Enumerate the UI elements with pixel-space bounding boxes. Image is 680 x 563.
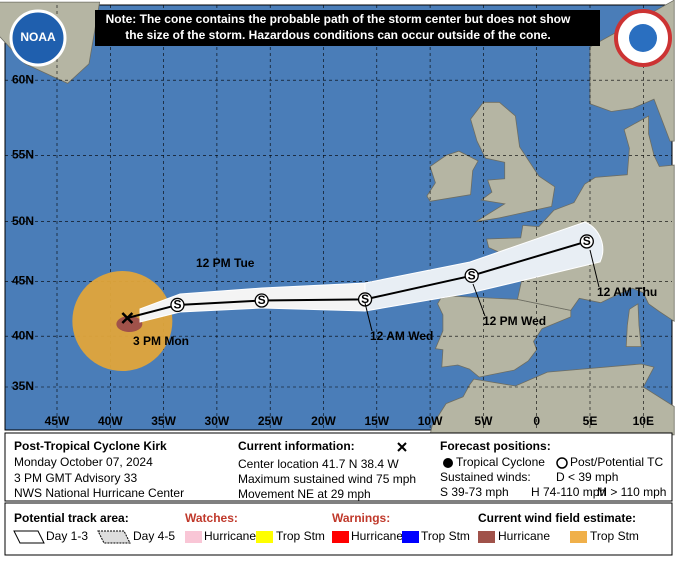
noaa-logo: [9, 9, 67, 67]
lon-label: 30W: [205, 414, 230, 428]
forecast-point: [464, 268, 479, 283]
legend-item: Hurricane: [498, 529, 550, 543]
forecast-point: [170, 297, 185, 313]
cone-day-1-3: [139, 282, 366, 323]
cone-day-4-5: [364, 221, 604, 312]
swatch: [185, 531, 202, 543]
lat-label: 55N: [12, 148, 34, 162]
lon-label: 10W: [418, 414, 443, 428]
lon-label: 25W: [258, 414, 283, 428]
track-label: 12 PM Tue: [196, 256, 255, 270]
current-line: Movement NE at 29 mph: [238, 487, 371, 501]
wind-class: M > 110 mph: [597, 485, 666, 499]
track-title: Potential track area:: [14, 511, 129, 525]
legend-item: Hurricane: [204, 529, 256, 543]
info-date: Monday October 07, 2024: [14, 455, 153, 469]
legend-item: Trop Stm: [276, 529, 325, 543]
nws-logo-inner: [629, 24, 657, 52]
legend-panel: [4, 502, 673, 556]
noaa-text: NOAA: [20, 30, 56, 44]
forecast-item: Tropical Cyclone: [456, 455, 545, 469]
lon-label: 15W: [364, 414, 389, 428]
lon-label: 0: [533, 414, 540, 428]
label-leader: [364, 302, 373, 332]
lon-label: 10E: [633, 414, 654, 428]
wind-class: S 39-73 mph: [440, 485, 509, 499]
info-advisory: 3 PM GMT Advisory 33: [14, 471, 137, 485]
point-symbol: S: [583, 234, 591, 248]
wind-class: D < 39 mph: [556, 470, 618, 484]
lat-label: 60N: [12, 72, 34, 86]
wind-title: Current wind field estimate:: [478, 511, 636, 525]
point-symbol: S: [258, 293, 266, 307]
point-symbol: S: [361, 292, 369, 306]
lon-label: 5E: [583, 414, 598, 428]
current-position: [121, 312, 134, 324]
label-leader: [589, 249, 600, 288]
lat-label: 35N: [12, 379, 34, 393]
landmass: [426, 150, 479, 202]
lon-label: 45W: [45, 414, 70, 428]
storm-name: Post-Tropical Cyclone Kirk: [14, 439, 167, 453]
current-icon: [397, 442, 407, 452]
wind-class: H 74-110 mph: [531, 485, 606, 499]
current-title: Current information:: [238, 439, 355, 453]
winds-title: Sustained winds:: [440, 470, 531, 484]
track-label: 12 AM Wed: [370, 329, 433, 343]
lon-label: 5W: [474, 414, 493, 428]
legend-item: Hurricane: [351, 529, 403, 543]
forecast-title: Forecast positions:: [440, 439, 551, 453]
landmass: [434, 295, 572, 378]
watches-title: Watches:: [185, 511, 238, 525]
point-symbol: S: [173, 298, 181, 312]
tc-symbol: [443, 458, 453, 468]
current-line: Maximum sustained wind 75 mph: [238, 472, 416, 486]
ptc-symbol: [556, 457, 568, 469]
lon-label: 35W: [151, 414, 176, 428]
note-box: [95, 10, 600, 46]
forecast-track: [127, 240, 588, 319]
track-item: Day 1-3: [46, 529, 88, 543]
legend-item: Trop Stm: [590, 529, 639, 543]
landmass: [470, 101, 556, 223]
track-label: 12 PM Wed: [483, 314, 546, 328]
current-line: Center location 41.7 N 38.4 W: [238, 457, 399, 471]
swatch: [256, 531, 273, 543]
legend-item: Trop Stm: [421, 529, 470, 543]
track-label: 12 AM Thu: [597, 285, 657, 299]
storm: 3 PM Mon S S 12 PM Tue S 12 AM Wed S 12 PM Wed S…: [72, 221, 657, 372]
track-item: Day 4-5: [133, 529, 175, 543]
forecast-point: [357, 292, 373, 307]
lon-label: 20W: [311, 414, 336, 428]
lat-label: 50N: [12, 214, 34, 228]
hurricane-wind-field: [116, 316, 143, 333]
swatch: [332, 531, 349, 543]
lon-label: 40W: [98, 414, 123, 428]
warnings-title: Warnings:: [332, 511, 390, 525]
note-line: Note: The cone contains the probable pat…: [106, 12, 571, 26]
swatch: [478, 531, 495, 543]
swatch: [402, 531, 419, 543]
day13-swatch: [13, 530, 45, 544]
lat-label: 45N: [12, 274, 34, 288]
forecast-point: [254, 293, 269, 308]
note-line: the size of the storm. Hazardous conditi…: [125, 28, 550, 42]
forecast-point: [579, 234, 594, 249]
forecast-item: Post/Potential TC: [570, 455, 663, 469]
landmass: [429, 363, 675, 436]
lat-label: 40N: [12, 328, 34, 342]
label-leader: [472, 283, 486, 317]
day45-swatch: [97, 530, 131, 544]
point-symbol: S: [468, 268, 476, 282]
swatch: [570, 531, 587, 543]
info-source: NWS National Hurricane Center: [14, 486, 184, 500]
track-label: 3 PM Mon: [133, 334, 189, 348]
